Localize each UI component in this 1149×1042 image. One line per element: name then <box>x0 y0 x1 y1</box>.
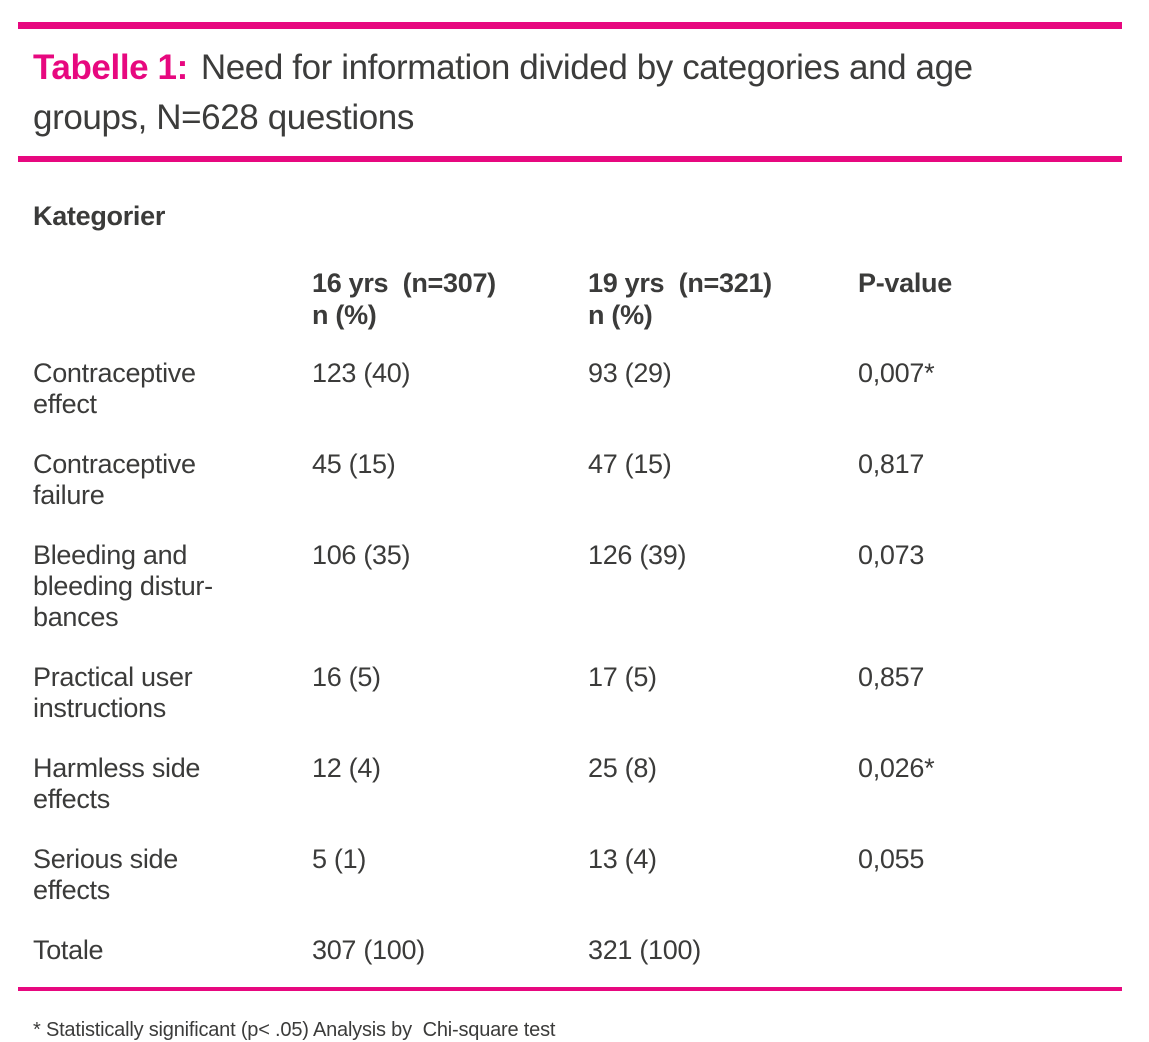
table-row: Contraceptive failure 45 (15) 47 (15) 0,… <box>33 449 1122 511</box>
title-line-1: Tabelle 1: Need for information divided b… <box>33 43 1122 93</box>
value-cell-19yrs: 17 (5) <box>588 662 657 692</box>
category-cell: Serious side effects <box>33 844 178 905</box>
category-cell: Bleeding and bleeding distur- bances <box>33 540 213 632</box>
value-cell-19yrs: 47 (15) <box>588 449 672 479</box>
col-header-pvalue: P-value <box>858 268 952 298</box>
table-row: Bleeding and bleeding distur- bances 106… <box>33 540 1122 633</box>
table-title: Tabelle 1: Need for information divided b… <box>33 43 1122 143</box>
value-cell-19yrs: 321 (100) <box>588 935 701 965</box>
value-cell-16yrs: 45 (15) <box>312 449 396 479</box>
category-cell: Harmless side effects <box>33 753 201 814</box>
table-header-row: 16 yrs (n=307) n (%) 19 yrs (n=321) n (%… <box>33 267 1122 331</box>
col-header-16yrs: 16 yrs (n=307) n (%) <box>312 268 496 330</box>
category-cell: Contraceptive effect <box>33 358 196 419</box>
pvalue-cell: 0,026* <box>858 753 935 783</box>
pvalue-cell: 0,073 <box>858 540 925 570</box>
value-cell-19yrs: 25 (8) <box>588 753 657 783</box>
value-cell-16yrs: 5 (1) <box>312 844 367 874</box>
table-row-total: Totale 307 (100) 321 (100) <box>33 935 1122 966</box>
value-cell-16yrs: 12 (4) <box>312 753 381 783</box>
value-cell-16yrs: 307 (100) <box>312 935 425 965</box>
value-cell-16yrs: 106 (35) <box>312 540 411 570</box>
value-cell-16yrs: 123 (40) <box>312 358 411 388</box>
pvalue-cell: 0,817 <box>858 449 925 479</box>
value-cell-19yrs: 13 (4) <box>588 844 657 874</box>
category-cell: Totale <box>33 935 104 965</box>
top-accent-rule <box>18 22 1122 29</box>
title-text-line1: Need for information divided by categori… <box>200 48 973 87</box>
table-row: Harmless side effects 12 (4) 25 (8) 0,02… <box>33 753 1122 815</box>
data-table: Kategorier 16 yrs (n=307) n (%) 19 yrs (… <box>33 201 1122 966</box>
pvalue-cell: 0,055 <box>858 844 925 874</box>
table-row: Contraceptive effect 123 (40) 93 (29) 0,… <box>33 358 1122 420</box>
pvalue-cell: 0,857 <box>858 662 925 692</box>
category-cell: Contraceptive failure <box>33 449 196 510</box>
value-cell-19yrs: 93 (29) <box>588 358 672 388</box>
pvalue-cell: 0,007* <box>858 358 935 388</box>
col-header-19yrs: 19 yrs (n=321) n (%) <box>588 268 772 330</box>
category-cell: Practical user instructions <box>33 662 193 723</box>
value-cell-19yrs: 126 (39) <box>588 540 687 570</box>
value-cell-16yrs: 16 (5) <box>312 662 381 692</box>
table-row: Practical user instructions 16 (5) 17 (5… <box>33 662 1122 724</box>
table-number-label: Tabelle 1: <box>33 48 188 87</box>
table-section-header: Kategorier <box>33 201 166 231</box>
bottom-accent-rule <box>18 987 1122 991</box>
mid-accent-rule <box>18 156 1122 162</box>
footnote: * Statistically significant (p< .05) Ana… <box>33 1019 556 1041</box>
table-row: Serious side effects 5 (1) 13 (4) 0,055 <box>33 844 1122 906</box>
title-line-2: groups, N=628 questions <box>33 98 414 137</box>
